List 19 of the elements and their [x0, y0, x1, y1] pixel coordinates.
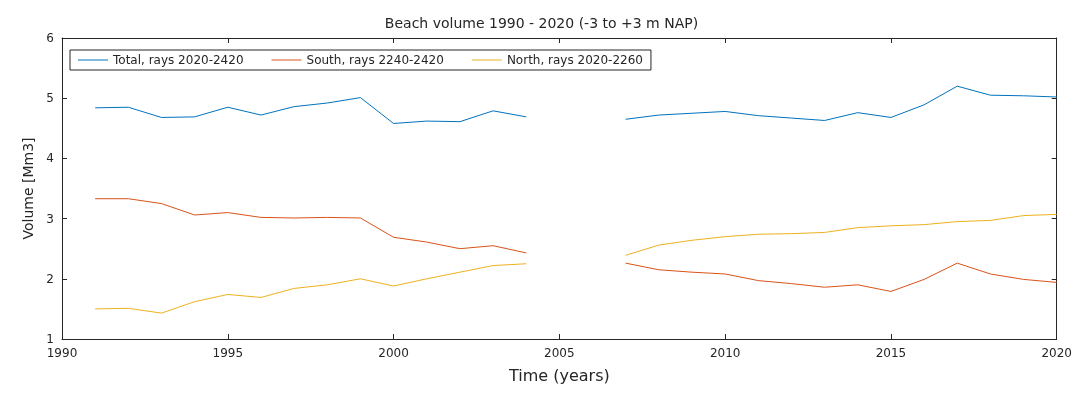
- legend-label: South, rays 2240-2420: [306, 53, 444, 67]
- y-tick-label: 5: [46, 91, 54, 106]
- chart-title: Beach volume 1990 - 2020 (-3 to +3 m NAP): [384, 15, 699, 31]
- legend-label: North, rays 2020-2260: [506, 53, 643, 67]
- y-tick-label: 3: [46, 211, 54, 226]
- x-tick-label: 2000: [378, 346, 409, 360]
- x-tick-label: 1995: [212, 346, 244, 360]
- x-axis-title: Time (years): [507, 365, 610, 385]
- y-axis-title: Volume [Mm3]: [20, 137, 37, 240]
- y-tick-label: 2: [46, 271, 54, 286]
- legend-label: Total, rays 2020-2420: [112, 53, 244, 67]
- x-tick-label: 2020: [1041, 346, 1072, 360]
- x-tick-label: 2015: [875, 346, 907, 360]
- x-tick-label: 1990: [46, 346, 78, 360]
- x-tick-label: 2010: [709, 346, 741, 360]
- y-tick-label: 4: [46, 151, 54, 166]
- y-tick-label: 6: [46, 31, 54, 45]
- y-tick-label: 1: [46, 332, 54, 346]
- x-tick-label: 2005: [544, 346, 575, 360]
